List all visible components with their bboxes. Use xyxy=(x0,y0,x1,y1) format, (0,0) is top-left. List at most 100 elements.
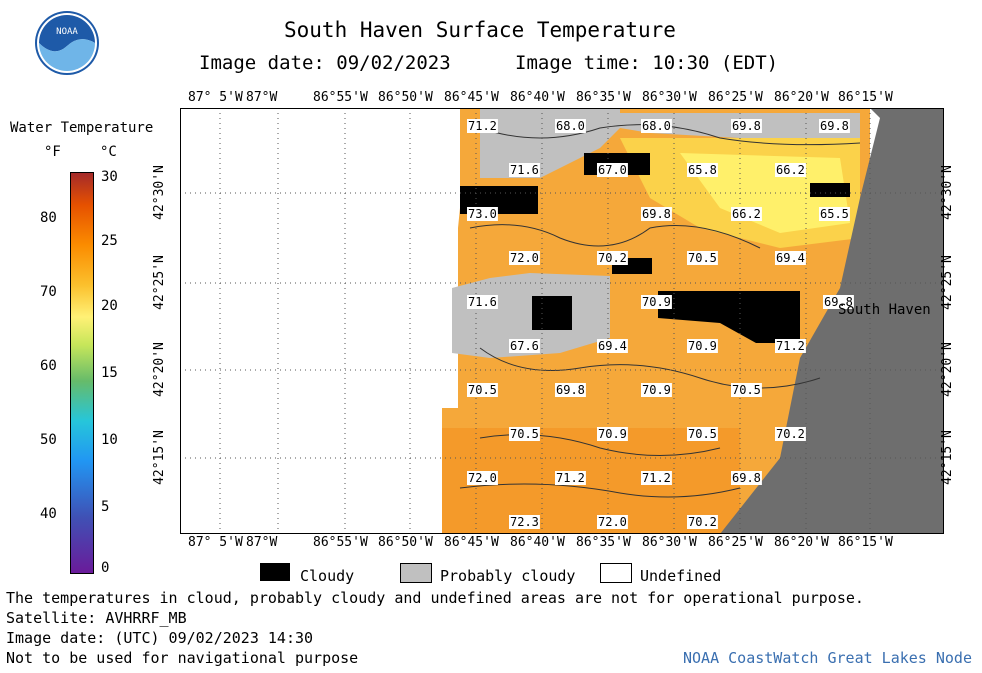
temperature-label: 68.0 xyxy=(642,119,671,133)
temperature-label: 69.8 xyxy=(642,207,671,221)
temperature-label-bg xyxy=(687,163,718,177)
longitude-label: 87°W xyxy=(246,535,278,550)
footer-note: The temperatures in cloud, probably clou… xyxy=(6,589,864,607)
temperature-label: 69.4 xyxy=(598,339,627,353)
longitude-label: 86°35'W xyxy=(576,90,631,105)
colorbar-f-tick: 70 xyxy=(40,284,57,300)
temperature-label-bg xyxy=(467,295,498,309)
latitude-label: 42°25'N xyxy=(151,255,167,310)
longitude-label: 86°55'W xyxy=(313,535,368,550)
footer-nav-warning: Not to be used for navigational purpose xyxy=(6,649,359,667)
temperature-label: 72.0 xyxy=(468,471,497,485)
latitude-label: 42°15'N xyxy=(939,430,955,485)
page-title: South Haven Surface Temperature xyxy=(284,18,676,42)
temperature-label: 69.4 xyxy=(776,251,805,265)
temperature-label-bg xyxy=(467,119,498,133)
temperature-label: 70.5 xyxy=(732,383,761,397)
temperature-label-bg xyxy=(597,339,628,353)
colorbar-unit-f: °F xyxy=(44,144,61,160)
temperature-label: 72.0 xyxy=(510,251,539,265)
longitude-label: 86°35'W xyxy=(576,535,631,550)
temperature-label: 70.9 xyxy=(642,383,671,397)
temperature-label-bg xyxy=(775,163,806,177)
temperature-label: 70.5 xyxy=(468,383,497,397)
colorbar-c-tick: 20 xyxy=(101,298,118,314)
legend-probably-cloudy-swatch xyxy=(400,563,432,583)
temperature-label-bg xyxy=(731,383,762,397)
temperature-label-bg xyxy=(467,383,498,397)
latitude-label: 42°25'N xyxy=(939,255,955,310)
temperature-label-bg xyxy=(687,515,718,529)
temperature-label: 69.8 xyxy=(732,471,761,485)
temperature-label: 69.8 xyxy=(824,295,853,309)
temperature-label-bg xyxy=(687,427,718,441)
temperature-label: 67.6 xyxy=(510,339,539,353)
temperature-label: 70.9 xyxy=(688,339,717,353)
temperature-label: 70.5 xyxy=(688,427,717,441)
longitude-label: 86°15'W xyxy=(838,90,893,105)
temperature-label: 70.2 xyxy=(688,515,717,529)
temperature-label: 73.0 xyxy=(468,207,497,221)
colorbar-f-tick: 40 xyxy=(40,506,57,522)
noaa-logo: NOAA xyxy=(34,10,100,76)
latitude-label: 42°20'N xyxy=(151,342,167,397)
temperature-label-bg xyxy=(641,471,672,485)
longitude-label: 86°20'W xyxy=(774,535,829,550)
temperature-label: 70.9 xyxy=(598,427,627,441)
temperature-label: 65.8 xyxy=(688,163,717,177)
image-date: Image date: 09/02/2023 xyxy=(199,52,451,74)
temperature-label-bg xyxy=(555,119,586,133)
temperature-label-bg xyxy=(687,251,718,265)
probably-cloudy-region-3 xyxy=(452,273,610,358)
cloud-patch xyxy=(532,296,572,330)
temperature-label-bg xyxy=(641,383,672,397)
longitude-label: 86°15'W xyxy=(838,535,893,550)
temperature-label: 69.8 xyxy=(820,119,849,133)
temperature-label-bg xyxy=(597,515,628,529)
latitude-label: 42°20'N xyxy=(939,342,955,397)
legend-cloudy-label: Cloudy xyxy=(300,567,355,585)
temperature-label: 72.0 xyxy=(598,515,627,529)
temperature-label-bg xyxy=(641,295,672,309)
temperature-label-bg xyxy=(731,207,762,221)
legend-undefined-label: Undefined xyxy=(640,567,722,585)
longitude-label: 86°50'W xyxy=(378,535,433,550)
colorbar-c-tick: 15 xyxy=(101,365,118,381)
footer-satellite: Satellite: AVHRRF_MB xyxy=(6,609,187,627)
temperature-label: 70.2 xyxy=(776,427,805,441)
longitude-label: 86°30'W xyxy=(642,90,697,105)
temperature-label-bg xyxy=(775,251,806,265)
temperature-label: 65.5 xyxy=(820,207,849,221)
longitude-label: 86°50'W xyxy=(378,90,433,105)
colorbar-title: Water Temperature xyxy=(10,120,154,136)
temperature-label: 70.5 xyxy=(510,427,539,441)
map-frame xyxy=(180,108,944,534)
longitude-label: 87° 5'W xyxy=(188,535,243,550)
temperature-label: 66.2 xyxy=(776,163,805,177)
longitude-label: 87° 5'W xyxy=(188,90,243,105)
colorbar-c-tick: 5 xyxy=(101,499,110,515)
warm-region xyxy=(442,428,740,534)
colorbar-c-tick: 25 xyxy=(101,233,118,249)
temperature-label-bg xyxy=(597,251,628,265)
temperature-label-bg xyxy=(509,515,540,529)
footer-utc-date: Image date: (UTC) 09/02/2023 14:30 xyxy=(6,629,314,647)
temperature-label: 71.6 xyxy=(468,295,497,309)
land xyxy=(720,108,944,534)
temperature-label-bg xyxy=(509,251,540,265)
longitude-label: 86°30'W xyxy=(642,535,697,550)
temperature-label-bg xyxy=(775,427,806,441)
longitude-label: 86°45'W xyxy=(444,535,499,550)
city-label: South Haven xyxy=(838,302,931,318)
temperature-label: 66.2 xyxy=(732,207,761,221)
colorbar-f-tick: 60 xyxy=(40,358,57,374)
logo-text: NOAA xyxy=(56,27,78,37)
legend-probably-cloudy-label: Probably cloudy xyxy=(440,567,576,585)
temperature-label-bg xyxy=(775,339,806,353)
legend-cloudy-swatch xyxy=(260,563,290,581)
longitude-label: 86°40'W xyxy=(510,90,565,105)
latitude-label: 42°30'N xyxy=(939,165,955,220)
longitude-label: 87°W xyxy=(246,90,278,105)
temperature-label-bg xyxy=(467,207,498,221)
cloud-patch xyxy=(810,183,850,197)
